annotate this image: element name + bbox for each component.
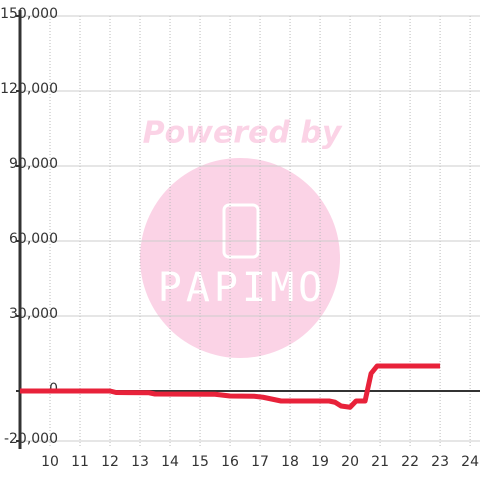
watermark-logo: PAPIMO bbox=[158, 265, 327, 311]
y-tick-label: 90,000 bbox=[9, 156, 58, 172]
y-tick-label: 30,000 bbox=[9, 306, 58, 322]
x-tick-label: 11 bbox=[71, 454, 89, 470]
y-tick-label: 60,000 bbox=[9, 231, 58, 247]
x-tick-label: 20 bbox=[341, 454, 359, 470]
y-tick-label: 120,000 bbox=[0, 81, 58, 97]
x-tick-label: 24 bbox=[461, 454, 479, 470]
x-tick-label: 22 bbox=[401, 454, 419, 470]
x-tick-label: 19 bbox=[311, 454, 329, 470]
x-tick-label: 16 bbox=[221, 454, 239, 470]
x-tick-label: 14 bbox=[161, 454, 179, 470]
x-tick-label: 10 bbox=[41, 454, 59, 470]
y-tick-label: 150,000 bbox=[0, 6, 58, 22]
watermark-phone bbox=[222, 203, 260, 259]
y-tick-label: -20,000 bbox=[4, 431, 58, 447]
x-tick-label: 13 bbox=[131, 454, 149, 470]
watermark-text: Powered by bbox=[143, 116, 343, 151]
x-tick-label: 12 bbox=[101, 454, 119, 470]
x-tick-label: 15 bbox=[191, 454, 209, 470]
data-line bbox=[20, 363, 441, 410]
x-tick-label: 17 bbox=[251, 454, 269, 470]
x-tick-label: 18 bbox=[281, 454, 299, 470]
x-tick-label: 21 bbox=[371, 454, 389, 470]
x-tick-label: 23 bbox=[431, 454, 449, 470]
